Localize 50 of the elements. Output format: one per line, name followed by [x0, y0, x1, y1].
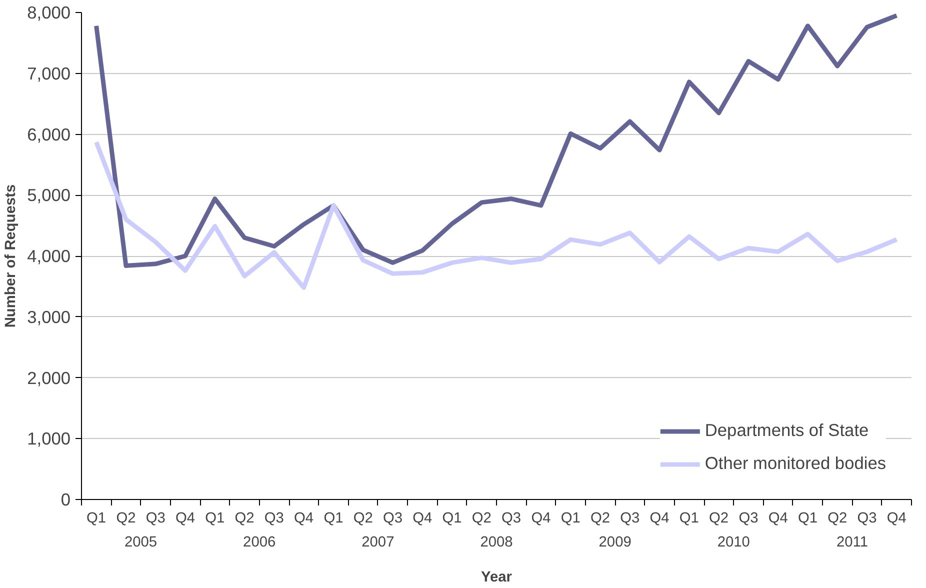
x-tick-label: Q2 — [234, 510, 254, 526]
y-tick-label: 2,000 — [27, 368, 71, 388]
x-tick-label: Q4 — [768, 510, 788, 526]
text: 2005 — [124, 534, 158, 550]
x-tick-label: Q4 — [412, 510, 432, 526]
y-tick-label: 5,000 — [27, 185, 71, 206]
x-tick-label: Q2 — [590, 510, 610, 526]
x-tick-label: Q3 — [382, 510, 403, 526]
x-tick-label: Q1 — [798, 510, 818, 526]
x-tick-label: Q1 — [86, 510, 106, 526]
x-tick-label: Q3 — [502, 510, 522, 526]
text: 2006 — [243, 534, 276, 550]
x-tick-label: Q4 — [531, 510, 551, 526]
line-series — [94, 140, 899, 290]
x-tick-label: Q3 — [264, 510, 284, 526]
x-tick-label: Q1 — [679, 510, 699, 526]
x-tick-label: Q3 — [620, 510, 640, 526]
y-tick-label: 6,000 — [27, 124, 71, 144]
y-tick-label: 4,000 — [27, 246, 71, 266]
text: 2011 — [836, 534, 868, 550]
x-axis-title: Year — [481, 570, 512, 586]
x-tick-label: Q4 — [886, 510, 906, 526]
line-series — [94, 13, 899, 268]
x-tick-label: Q2 — [472, 510, 492, 526]
legend-label: Other monitored bodies — [704, 453, 886, 474]
y-tick-label: 8,000 — [27, 2, 71, 22]
text: 2008 — [480, 534, 513, 550]
y-tick-label: 7,000 — [27, 63, 71, 84]
y-tick-label: 0 — [60, 490, 71, 510]
x-tick-label: Q1 — [324, 510, 344, 526]
x-tick-label: Q4 — [175, 510, 196, 526]
x-tick-label: Q3 — [738, 510, 758, 526]
x-tick-label: Q2 — [828, 510, 848, 526]
y-tick-label: 3,000 — [27, 306, 71, 327]
x-tick-label: Q4 — [294, 510, 314, 526]
legend-label: Departments of State — [704, 420, 869, 441]
y-tick-label: 1,000 — [27, 428, 71, 449]
x-tick-label: Q3 — [857, 510, 877, 526]
x-tick-label: Q1 — [442, 510, 462, 526]
text: 2007 — [362, 534, 394, 550]
x-tick-label: Q4 — [650, 510, 670, 526]
x-tick-label: Q1 — [560, 510, 580, 526]
y-axis-title: Number of Requests — [3, 184, 20, 328]
x-tick-label: Q2 — [709, 510, 729, 526]
x-tick-label: Q1 — [205, 510, 225, 526]
x-tick-label: Q2 — [353, 510, 373, 526]
x-tick-label: Q2 — [116, 510, 136, 526]
text: 2010 — [717, 534, 750, 550]
x-tick-label: Q3 — [146, 510, 166, 526]
text: 2009 — [598, 534, 632, 550]
